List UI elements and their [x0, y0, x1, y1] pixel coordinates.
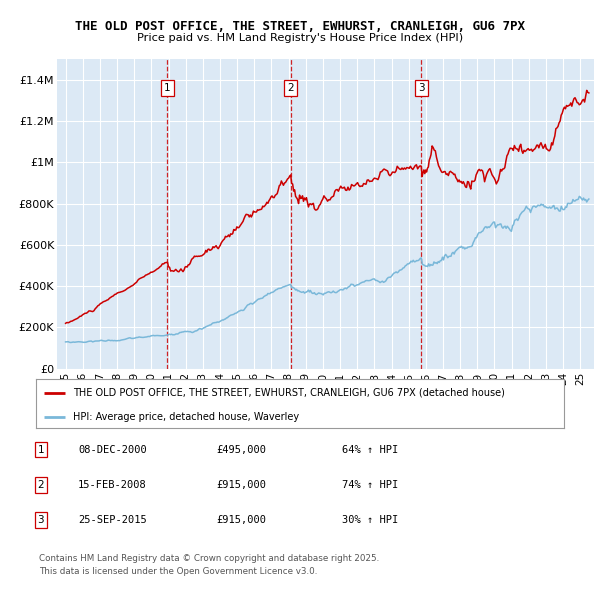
Text: 08-DEC-2000: 08-DEC-2000	[78, 445, 147, 454]
Text: £495,000: £495,000	[216, 445, 266, 454]
Text: Contains HM Land Registry data © Crown copyright and database right 2025.
This d: Contains HM Land Registry data © Crown c…	[39, 554, 379, 576]
Text: 2: 2	[287, 83, 294, 93]
Text: 1: 1	[37, 445, 44, 454]
Text: 15-FEB-2008: 15-FEB-2008	[78, 480, 147, 490]
Text: 3: 3	[37, 516, 44, 525]
Text: Price paid vs. HM Land Registry's House Price Index (HPI): Price paid vs. HM Land Registry's House …	[137, 34, 463, 43]
Text: 25-SEP-2015: 25-SEP-2015	[78, 516, 147, 525]
Text: THE OLD POST OFFICE, THE STREET, EWHURST, CRANLEIGH, GU6 7PX (detached house): THE OLD POST OFFICE, THE STREET, EWHURST…	[73, 388, 505, 398]
Text: £915,000: £915,000	[216, 516, 266, 525]
Text: THE OLD POST OFFICE, THE STREET, EWHURST, CRANLEIGH, GU6 7PX: THE OLD POST OFFICE, THE STREET, EWHURST…	[75, 20, 525, 33]
Text: 64% ↑ HPI: 64% ↑ HPI	[342, 445, 398, 454]
Text: 3: 3	[418, 83, 425, 93]
Text: 2: 2	[37, 480, 44, 490]
Text: HPI: Average price, detached house, Waverley: HPI: Average price, detached house, Wave…	[73, 412, 299, 422]
Text: £915,000: £915,000	[216, 480, 266, 490]
Text: 74% ↑ HPI: 74% ↑ HPI	[342, 480, 398, 490]
Text: 30% ↑ HPI: 30% ↑ HPI	[342, 516, 398, 525]
Text: 1: 1	[164, 83, 171, 93]
